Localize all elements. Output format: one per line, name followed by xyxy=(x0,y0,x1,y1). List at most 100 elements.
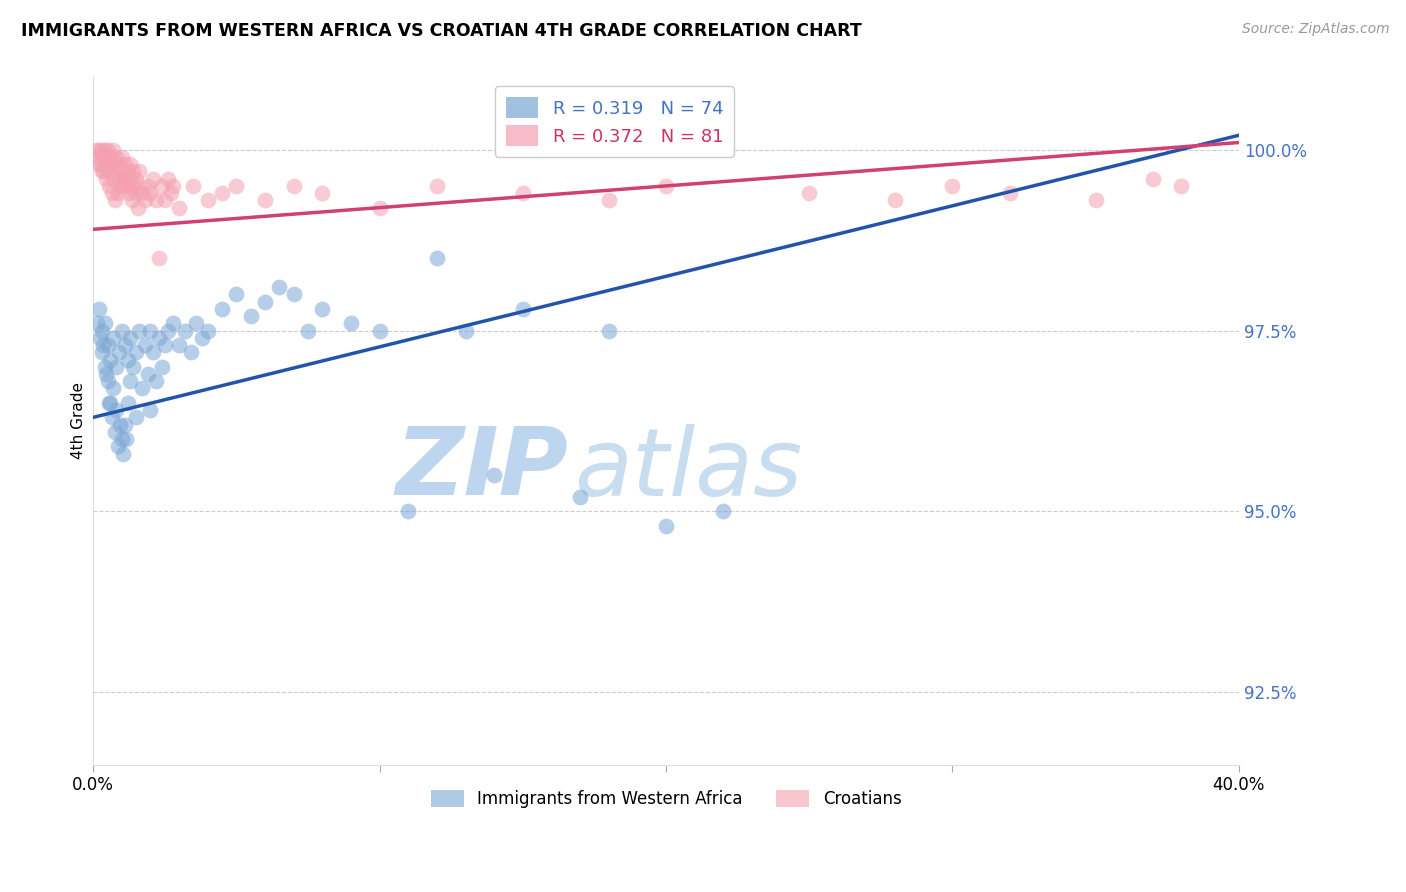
Point xyxy=(91,164,114,178)
Point xyxy=(105,403,128,417)
Point xyxy=(153,194,176,208)
Point xyxy=(1084,194,1107,208)
Point xyxy=(101,186,124,201)
Point xyxy=(1170,178,1192,193)
Text: atlas: atlas xyxy=(574,424,803,515)
Point xyxy=(127,201,149,215)
Point xyxy=(145,194,167,208)
Point xyxy=(96,143,118,157)
Point xyxy=(368,324,391,338)
Text: ZIP: ZIP xyxy=(395,423,568,515)
Point xyxy=(128,178,150,193)
Point xyxy=(148,252,170,266)
Legend: Immigrants from Western Africa, Croatians: Immigrants from Western Africa, Croatian… xyxy=(423,783,908,814)
Point xyxy=(134,338,156,352)
Point xyxy=(115,178,138,193)
Point xyxy=(512,301,534,316)
Point xyxy=(253,194,276,208)
Point xyxy=(569,490,592,504)
Point xyxy=(211,186,233,201)
Point xyxy=(167,201,190,215)
Point xyxy=(142,345,165,359)
Point xyxy=(173,324,195,338)
Point xyxy=(84,143,107,157)
Point xyxy=(93,316,115,330)
Point xyxy=(125,186,148,201)
Point xyxy=(96,150,118,164)
Point xyxy=(131,186,153,201)
Point xyxy=(225,287,247,301)
Point xyxy=(98,352,121,367)
Point xyxy=(111,164,134,178)
Point xyxy=(111,432,134,446)
Point xyxy=(110,417,132,432)
Point xyxy=(98,150,121,164)
Point xyxy=(655,178,678,193)
Point xyxy=(139,324,162,338)
Point xyxy=(93,143,115,157)
Point xyxy=(162,178,184,193)
Text: Source: ZipAtlas.com: Source: ZipAtlas.com xyxy=(1241,22,1389,37)
Point xyxy=(105,150,128,164)
Point xyxy=(97,396,120,410)
Point xyxy=(90,324,112,338)
Point xyxy=(186,316,208,330)
Point xyxy=(103,143,125,157)
Point xyxy=(283,287,305,301)
Point xyxy=(1142,171,1164,186)
Point xyxy=(120,374,142,388)
Point xyxy=(167,338,190,352)
Point xyxy=(86,316,108,330)
Point xyxy=(104,425,127,439)
Point xyxy=(98,157,121,171)
Point xyxy=(117,164,139,178)
Point xyxy=(111,150,134,164)
Point xyxy=(368,201,391,215)
Point xyxy=(396,504,419,518)
Point xyxy=(89,331,111,345)
Point xyxy=(191,331,214,345)
Point xyxy=(197,194,219,208)
Point xyxy=(101,410,124,425)
Point xyxy=(117,396,139,410)
Point xyxy=(122,164,145,178)
Point xyxy=(86,150,108,164)
Point xyxy=(103,381,125,395)
Point xyxy=(103,331,125,345)
Point xyxy=(131,381,153,395)
Point xyxy=(107,439,129,453)
Point xyxy=(87,301,110,316)
Point xyxy=(87,157,110,171)
Point xyxy=(598,194,620,208)
Point xyxy=(114,157,136,171)
Point xyxy=(134,194,156,208)
Point xyxy=(122,178,145,193)
Point xyxy=(120,331,142,345)
Point xyxy=(156,324,179,338)
Point xyxy=(97,178,120,193)
Point xyxy=(655,519,678,533)
Point xyxy=(512,186,534,201)
Point xyxy=(598,324,620,338)
Point xyxy=(121,194,143,208)
Point xyxy=(118,186,141,201)
Point xyxy=(162,316,184,330)
Point xyxy=(711,504,734,518)
Point xyxy=(96,374,118,388)
Point xyxy=(183,178,205,193)
Point xyxy=(139,403,162,417)
Point xyxy=(98,396,121,410)
Point xyxy=(998,186,1021,201)
Point xyxy=(89,157,111,171)
Point xyxy=(239,309,262,323)
Point xyxy=(340,316,363,330)
Point xyxy=(117,352,139,367)
Point xyxy=(156,171,179,186)
Point xyxy=(311,301,333,316)
Point xyxy=(90,345,112,359)
Point xyxy=(105,164,128,178)
Point xyxy=(103,171,125,186)
Point xyxy=(90,150,112,164)
Point xyxy=(125,171,148,186)
Point xyxy=(297,324,319,338)
